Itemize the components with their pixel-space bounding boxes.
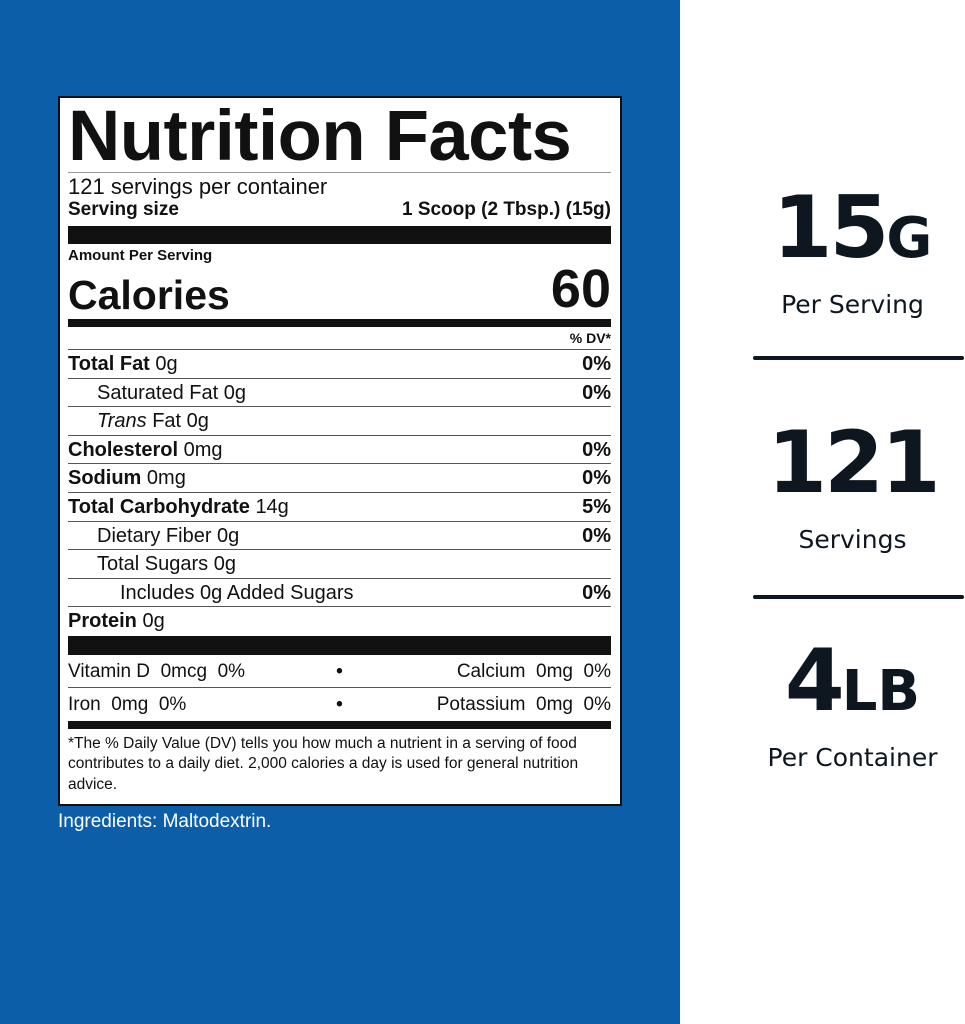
amount-per-serving: Amount Per Serving	[68, 247, 213, 264]
nutrient-amount: 0mg	[146, 467, 186, 490]
nutrient-dv: 0%	[582, 467, 611, 490]
nutrient-row-saturated-fat: Saturated Fat 0g 0%	[68, 379, 611, 408]
nutrient-row-cholesterol: Cholesterol 0mg 0%	[68, 436, 611, 465]
nutrient-name: Protein	[68, 610, 137, 633]
nutrient-dv: 0%	[582, 438, 611, 461]
nutrition-facts-label: Nutrition Facts 121 servings per contain…	[58, 96, 622, 806]
nutrient-amount: 0g	[186, 410, 209, 433]
stat-per-serving: 15G Per Serving	[740, 183, 965, 320]
nutrient-amount: 0g	[155, 353, 178, 375]
stat-caption: Servings	[798, 525, 907, 554]
micronutrient-row: Vitamin D 0mcg 0% • Calcium 0mg 0%	[68, 655, 611, 688]
nutrient-amount: 0mg	[183, 438, 223, 461]
stat-per-container: 4LB Per Container	[740, 636, 965, 773]
bullet-separator: •	[336, 693, 343, 715]
dv-header: % DV*	[68, 327, 611, 350]
stat-number: 121	[767, 413, 941, 513]
micronutrient-left: Iron 0mg 0%	[68, 693, 187, 715]
stat-number: 4	[784, 631, 845, 731]
thick-divider	[68, 226, 611, 244]
nutrient-name: Total Carbohydrate	[68, 495, 250, 518]
nutrient-row-total-sugars: Total Sugars 0g	[68, 550, 611, 579]
footnote: *The % Daily Value (DV) tells you how mu…	[68, 734, 579, 793]
serving-size-row: Serving size 1 Scoop (2 Tbsp.) (15g)	[68, 199, 611, 221]
nutrient-name-suffix: Fat	[152, 410, 182, 433]
micronutrient-left: Vitamin D 0mcg 0%	[68, 660, 246, 682]
nutrient-amount: 0g	[142, 610, 165, 633]
nutrient-amount: 0g	[223, 381, 246, 404]
micronutrient-right: Calcium 0mg 0%	[456, 660, 611, 682]
stat-caption: Per Container	[767, 743, 938, 772]
stat-caption: Per Serving	[781, 290, 924, 319]
medium-divider	[68, 319, 611, 327]
thick-divider	[68, 635, 611, 655]
nutrient-dv: 0%	[582, 524, 611, 547]
nutrient-amount: 14g	[255, 495, 289, 518]
divider	[68, 172, 611, 173]
label-title: Nutrition Facts	[68, 97, 572, 176]
serving-size-label: Serving size	[68, 199, 179, 220]
servings-per-container: 121 servings per container	[68, 174, 328, 199]
nutrient-name: Cholesterol	[68, 438, 179, 461]
nutrient-row-added-sugars: Includes 0g Added Sugars 0%	[68, 579, 611, 608]
nutrient-row-total-carbohydrate: Total Carbohydrate 14g 5%	[68, 493, 611, 522]
nutrient-name: Total Fat	[68, 353, 150, 375]
nutrient-name: Total Sugars	[97, 553, 209, 576]
nutrient-row-sodium: Sodium 0mg 0%	[68, 464, 611, 493]
bullet-separator: •	[336, 660, 343, 682]
stat-number: 15	[772, 178, 890, 278]
medium-divider	[68, 720, 611, 729]
nutrient-amount: 0g	[213, 553, 236, 576]
nutrient-name: Saturated Fat	[97, 381, 219, 404]
nutrient-row-total-fat: Total Fat 0g 0%	[68, 350, 611, 379]
nutrient-name: Dietary Fiber	[97, 524, 212, 547]
ingredients: Ingredients: Maltodextrin.	[58, 811, 272, 832]
nutrient-dv: 0%	[582, 581, 611, 604]
micronutrient-row: Iron 0mg 0% • Potassium 0mg 0%	[68, 688, 611, 721]
nutrient-dv: 5%	[582, 495, 611, 518]
calories-value: 60	[550, 259, 611, 319]
stat-unit: LB	[841, 659, 921, 724]
serving-size-value: 1 Scoop (2 Tbsp.) (15g)	[401, 199, 611, 220]
nutrient-row-dietary-fiber: Dietary Fiber 0g 0%	[68, 522, 611, 551]
micronutrient-right: Potassium 0mg 0%	[436, 693, 611, 715]
nutrient-dv: 0%	[582, 381, 611, 404]
nutrient-row-protein: Protein 0g	[68, 607, 611, 636]
calories-label: Calories	[68, 272, 230, 318]
nutrient-row-trans-fat: Trans Fat 0g	[68, 407, 611, 436]
nutrient-name: Includes 0g Added Sugars	[120, 581, 354, 604]
calories-row: Calories 60	[68, 261, 611, 318]
nutrient-name: Trans	[97, 410, 147, 433]
nutrient-name: Sodium	[68, 467, 142, 490]
divider	[753, 356, 964, 360]
nutrient-amount: 0g	[217, 524, 240, 547]
nutrient-dv: 0%	[582, 353, 611, 375]
divider	[753, 595, 964, 599]
stat-servings: 121 Servings	[740, 418, 965, 555]
stat-unit: G	[886, 206, 933, 271]
